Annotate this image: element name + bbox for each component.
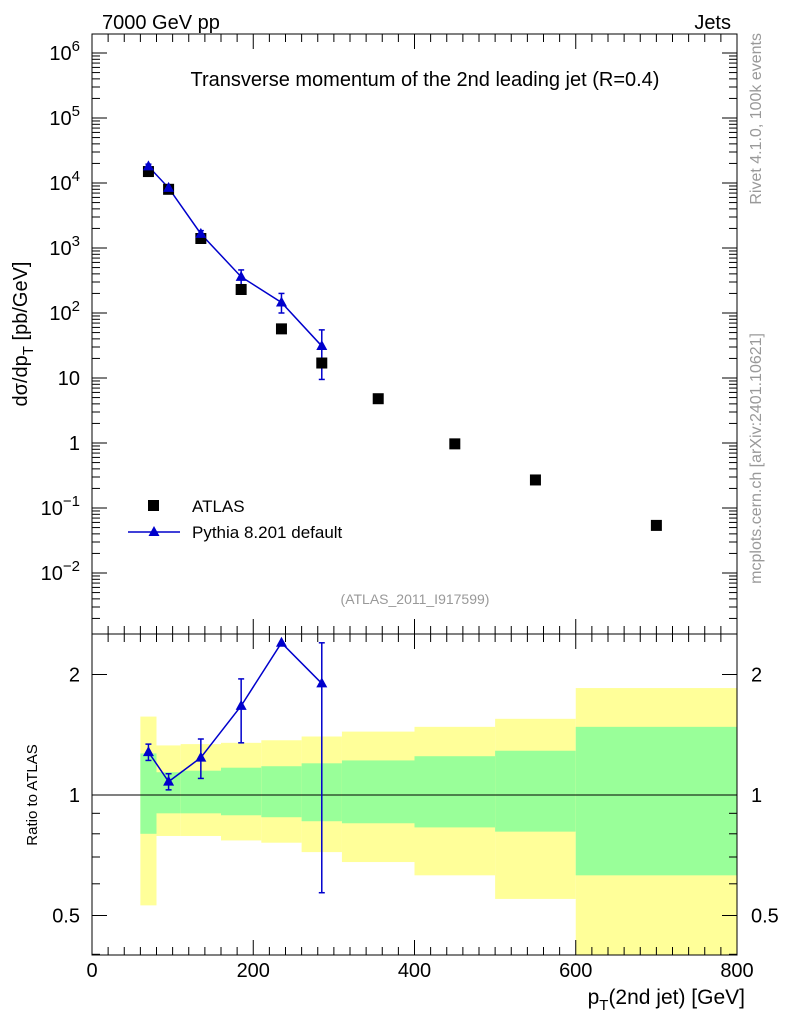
ratio-point <box>235 699 247 710</box>
atlas-data-point <box>235 283 247 295</box>
ratio-y-tick-label: 1 <box>69 785 80 807</box>
stat-uncertainty-band <box>261 766 302 818</box>
x-tick-label: 0 <box>86 960 97 982</box>
atlas-data-point <box>195 233 207 245</box>
legend-atlas-marker <box>148 500 159 511</box>
legend: ATLAS Pythia 8.201 default <box>128 497 343 542</box>
y-tick-label: 106 <box>49 38 80 65</box>
chart-title: Transverse momentum of the 2nd leading j… <box>191 69 660 91</box>
main-frame <box>91 33 738 635</box>
rivet-label: Rivet 4.1.0, 100k events <box>748 33 765 205</box>
atlas-data-point <box>142 166 154 178</box>
y-tick-label: 10 <box>58 368 80 390</box>
legend-mc-label: Pythia 8.201 default <box>192 523 343 542</box>
mc-series-line <box>147 165 323 347</box>
x-tick-label: 800 <box>720 960 753 982</box>
x-axis-label: pT(2nd jet) [GeV] <box>588 986 745 1014</box>
atlas-data-point <box>650 519 662 531</box>
legend-mc-marker <box>148 526 160 536</box>
analysis-label: (ATLAS_2011_I917599) <box>341 591 490 607</box>
y-tick-label: 103 <box>49 233 80 260</box>
stat-uncertainty-band <box>221 767 262 816</box>
stat-uncertainty-band <box>495 750 576 832</box>
ratio-point <box>142 746 154 757</box>
ratio-point <box>163 775 175 786</box>
atlas-data-point <box>372 393 384 405</box>
ratio-y-tick-label-right: 0.5 <box>751 906 779 928</box>
y-tick-label: 10−2 <box>41 558 80 585</box>
y-tick-label: 102 <box>49 298 80 325</box>
y-tick-label: 104 <box>49 168 80 195</box>
energy-label: 7000 GeV pp <box>102 12 220 34</box>
stat-uncertainty-band <box>140 753 157 834</box>
mcplots-label: mcplots.cern.ch [arXiv:2401.10621] <box>748 333 765 584</box>
mc-data-point <box>235 270 247 281</box>
y-tick-label: 1 <box>69 433 80 455</box>
stat-uncertainty-band <box>341 760 415 824</box>
atlas-data-point <box>316 357 328 369</box>
mc-data-point <box>142 160 154 171</box>
stat-uncertainty-band <box>414 756 496 828</box>
y-axis-label: dσ/dpT [pb/GeV] <box>10 262 37 407</box>
y-tick-label: 10−1 <box>41 493 80 520</box>
ratio-panel: 0.5 0.51 12 2 0 200 400 600 800 Ratio to ATLAS … <box>24 633 779 1014</box>
ratio-series-line <box>147 641 323 783</box>
mc-data-point <box>195 227 207 238</box>
ratio-point <box>275 636 287 647</box>
atlas-data-point <box>529 474 541 486</box>
mc-data-point <box>316 340 328 351</box>
ratio-y-tick-label: 2 <box>69 665 80 687</box>
mc-data-point <box>163 181 175 192</box>
x-tick-label: 200 <box>237 960 270 982</box>
ratio-point <box>195 751 207 762</box>
process-label: Jets <box>694 12 731 34</box>
ratio-y-tick-label: 0.5 <box>52 906 80 928</box>
atlas-data-point <box>275 323 287 335</box>
x-tick-label: 600 <box>559 960 592 982</box>
y-tick-label: 105 <box>49 103 80 130</box>
ratio-y-tick-label-right: 1 <box>751 785 762 807</box>
ratio-y-tick-label-right: 2 <box>751 665 762 687</box>
legend-atlas-label: ATLAS <box>192 497 245 516</box>
ratio-y-axis-label: Ratio to ATLAS <box>24 744 41 845</box>
stat-uncertainty-band <box>575 726 737 876</box>
ratio-point <box>316 677 328 688</box>
x-tick-label: 400 <box>398 960 431 982</box>
mc-data-point <box>275 296 287 307</box>
atlas-data-point <box>449 438 461 450</box>
